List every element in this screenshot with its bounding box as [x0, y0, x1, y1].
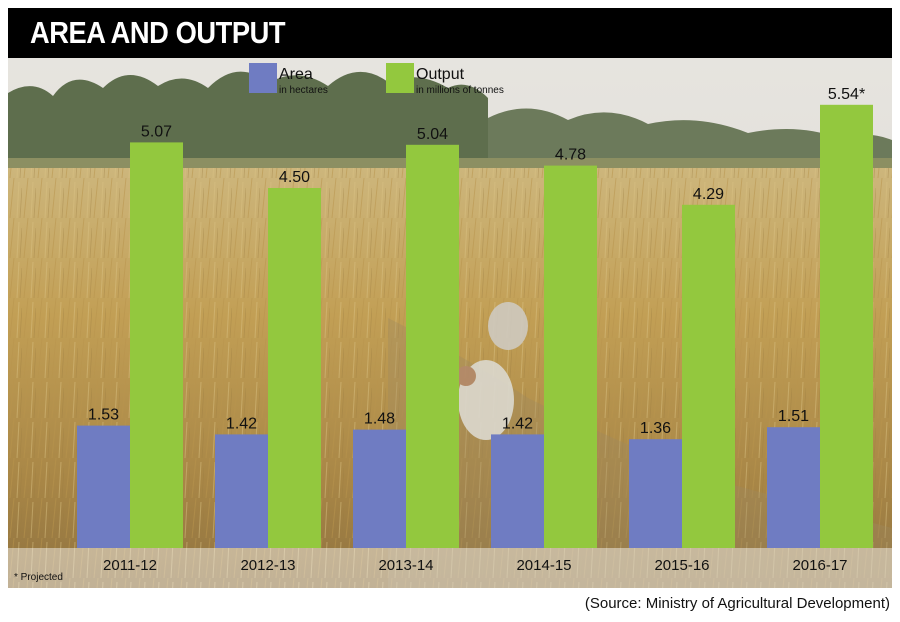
bar-output-2015-16	[682, 204, 735, 549]
x-tick-2016-17: 2016-17	[792, 557, 847, 574]
value-label-area-2012-13: 1.42	[226, 415, 257, 432]
legend-area-label: Area	[279, 66, 313, 83]
value-label-output-2016-17: 5.54*	[828, 86, 865, 103]
bar-area-2012-13	[215, 434, 268, 548]
legend-swatch-area	[249, 63, 277, 93]
value-label-output-2014-15: 4.78	[555, 147, 586, 164]
value-label-output-2012-13: 4.50	[279, 169, 310, 186]
legend-area-sub: in hectares	[279, 85, 328, 96]
bars	[77, 104, 873, 549]
value-label-output-2013-14: 5.04	[417, 126, 448, 143]
x-tick-2011-12: 2011-12	[103, 557, 157, 574]
legend-output-sub: in millions of tonnes	[416, 85, 504, 96]
bar-area-2011-12	[77, 425, 130, 548]
bar-output-2013-14	[406, 144, 459, 549]
x-tick-2014-15: 2014-15	[516, 557, 571, 574]
labels: 1.53 5.07 2011-12 1.42 4.50 2012-13 1.48 5.04 20…	[88, 86, 865, 574]
legend-output-label: Output	[416, 66, 465, 83]
chart-frame: Area in hectares Output in millions of t…	[8, 58, 892, 588]
title-bar: AREA AND OUTPUT	[8, 8, 892, 58]
x-axis-band	[8, 548, 892, 588]
bar-area-2015-16	[629, 439, 682, 548]
x-tick-2013-14: 2013-14	[378, 557, 433, 574]
bar-output-2012-13	[268, 188, 321, 548]
legend-swatch-output	[386, 63, 414, 93]
value-label-area-2011-12: 1.53	[88, 407, 119, 424]
value-label-output-2015-16: 4.29	[693, 186, 724, 203]
value-label-area-2014-15: 1.42	[502, 415, 533, 432]
value-label-output-2011-12: 5.07	[141, 123, 172, 140]
source-note: (Source: Ministry of Agricultural Develo…	[584, 595, 890, 612]
chart-plot: Area in hectares Output in millions of t…	[8, 63, 892, 588]
bar-area-2013-14	[353, 429, 406, 548]
value-label-area-2013-14: 1.48	[364, 411, 395, 428]
x-tick-2012-13: 2012-13	[240, 557, 295, 574]
legend: Area in hectares Output in millions of t…	[249, 63, 504, 96]
x-tick-2015-16: 2015-16	[654, 557, 709, 574]
bar-output-2014-15	[544, 165, 597, 548]
value-label-area-2016-17: 1.51	[778, 408, 809, 425]
value-label-area-2015-16: 1.36	[640, 420, 671, 437]
bar-output-2011-12	[130, 142, 183, 548]
footnote: * Projected	[14, 572, 63, 583]
chart-title: AREA AND OUTPUT	[30, 15, 286, 50]
bar-output-2016-17	[820, 104, 873, 549]
bar-area-2016-17	[767, 427, 820, 548]
bar-area-2014-15	[491, 434, 544, 548]
